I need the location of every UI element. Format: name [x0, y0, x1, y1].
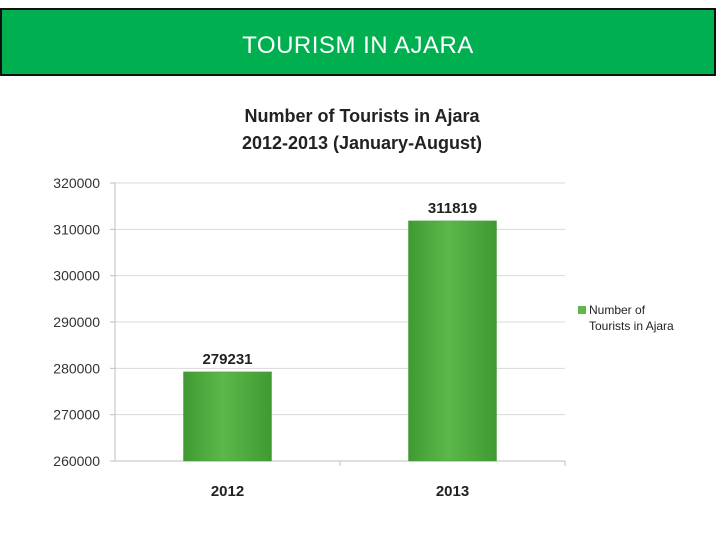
header-banner: TOURISM IN AJARA — [0, 8, 716, 76]
data-label-2012: 279231 — [202, 351, 252, 368]
y-tick-label: 310000 — [53, 221, 100, 237]
legend-swatch — [578, 306, 586, 314]
x-tick-label-2012: 2012 — [211, 483, 244, 500]
legend-label-line-1: Number of — [589, 303, 646, 317]
bar-2013 — [408, 220, 497, 462]
chart-title-line-1: Number of Tourists in Ajara — [244, 106, 480, 126]
y-tick-label: 270000 — [53, 407, 100, 423]
x-tick-label-2013: 2013 — [436, 483, 469, 500]
bars: 279231 311819 — [183, 200, 497, 462]
y-tick-label: 280000 — [53, 360, 100, 376]
bar-2012 — [183, 371, 272, 462]
y-tick-label: 290000 — [53, 314, 100, 330]
chart-title-line-2: 2012-2013 (January-August) — [242, 133, 482, 153]
y-tick-label: 260000 — [53, 453, 100, 469]
legend: Number of Tourists in Ajara — [578, 303, 674, 333]
y-axis-ticks: 260000 270000 280000 290000 300000 310000 3200… — [53, 175, 100, 469]
y-tick-label: 320000 — [53, 175, 100, 191]
page-title: TOURISM IN AJARA — [242, 32, 474, 59]
x-axis-labels: 2012 2013 — [211, 483, 469, 500]
y-tick-label: 300000 — [53, 268, 100, 284]
legend-label-line-2: Tourists in Ajara — [589, 319, 674, 333]
data-label-2013: 311819 — [428, 200, 477, 217]
